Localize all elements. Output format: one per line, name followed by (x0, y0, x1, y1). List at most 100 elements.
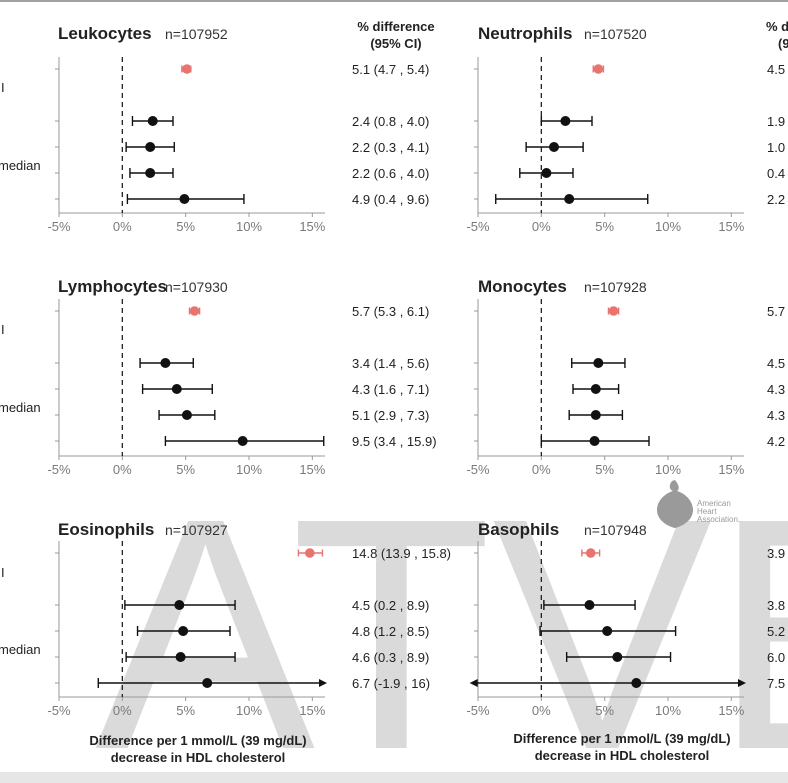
x-axis-label-left-line2: decrease in HDL cholesterol (111, 750, 286, 765)
ci-value-text: 4.9 (0.4 , 9.6) (352, 192, 429, 207)
point-estimate (560, 116, 571, 126)
ci-value-text: 5.7 (5.3 , 6.1) (352, 304, 429, 319)
point-estimate (631, 678, 642, 688)
ci-value-text: 3.8 (767, 598, 785, 613)
point-estimate (584, 600, 595, 610)
ci-value-text: 6.7 (-1.9 , 16) (352, 676, 430, 691)
x-tick-label: 10% (655, 462, 681, 477)
ci-arrow-left (469, 679, 478, 687)
ci-header-line1: % difference (357, 19, 434, 34)
ci-value-text: 4.2 (767, 434, 785, 449)
panel-title: Basophils (478, 520, 559, 539)
x-tick-label: 0% (532, 462, 551, 477)
ci-value-text: 4.5 (0.2 , 8.9) (352, 598, 429, 613)
x-tick-label: 10% (236, 219, 262, 234)
x-tick-label: 5% (595, 219, 614, 234)
x-tick-label: 15% (299, 219, 325, 234)
point-estimate (178, 626, 189, 636)
point-estimate (590, 410, 601, 420)
panel-neutrophils: Neutrophils n=107520 -5% 0% 5% 10% 15% 4.5 1.9 1.… (466, 24, 785, 234)
point-estimate (585, 548, 596, 558)
ci-value-text: 14.8 (13.9 , 15.8) (352, 546, 451, 561)
ci-value-text: 5.7 (767, 304, 785, 319)
x-tick-label: 15% (718, 703, 744, 718)
ci-header-right-line2: (9 (778, 36, 788, 51)
ci-value-text: 4.5 (767, 62, 785, 77)
point-estimate (189, 306, 200, 316)
x-axis-label-right-line2: decrease in HDL cholesterol (535, 748, 710, 763)
panel-title: Monocytes (478, 277, 567, 296)
ci-value-text: 0.4 (767, 166, 785, 181)
point-estimate (145, 168, 156, 178)
point-estimate (147, 116, 158, 126)
panel-n-count: n=107930 (165, 279, 228, 295)
ci-value-text: 9.5 (3.4 , 15.9) (352, 434, 437, 449)
ci-value-text: 4.3 (767, 408, 785, 423)
x-tick-label: 15% (299, 703, 325, 718)
ci-value-text: 3.9 (767, 546, 785, 561)
panel-n-count: n=107948 (584, 522, 647, 538)
row-label-median: median (0, 158, 41, 173)
panel-n-count: n=107952 (165, 26, 228, 42)
x-tick-label: -5% (466, 219, 490, 234)
x-tick-label: 5% (176, 703, 195, 718)
x-tick-label: 10% (236, 462, 262, 477)
point-estimate (590, 384, 601, 394)
panel-title: Lymphocytes (58, 277, 167, 296)
x-tick-label: 15% (718, 462, 744, 477)
point-estimate (608, 306, 619, 316)
ci-header-line2: (95% CI) (370, 36, 421, 51)
panel-monocytes: Monocytes n=107928 -5% 0% 5% 10% 15% 5.7 4.5 4.3 4… (466, 277, 785, 477)
point-estimate (549, 142, 559, 152)
x-tick-label: 0% (113, 219, 132, 234)
ci-value-text: 4.6 (0.3 , 8.9) (352, 650, 429, 665)
ci-value-text: 5.1 (4.7 , 5.4) (352, 62, 429, 77)
x-axis-label-right-line1: Difference per 1 mmol/L (39 mg/dL) (513, 731, 730, 746)
x-tick-label: -5% (47, 703, 71, 718)
x-tick-label: 0% (532, 219, 551, 234)
point-estimate (593, 358, 604, 368)
row-label-i: I (1, 565, 5, 580)
point-estimate (175, 652, 186, 662)
ci-value-text: 2.2 (0.6 , 4.0) (352, 166, 429, 181)
point-estimate (202, 678, 213, 688)
ci-value-text: 7.5 (767, 676, 785, 691)
point-estimate (593, 64, 604, 74)
ci-value-text: 4.3 (767, 382, 785, 397)
x-axis-label-left-line1: Difference per 1 mmol/L (39 mg/dL) (89, 733, 306, 748)
x-tick-label: -5% (466, 462, 490, 477)
ci-value-text: 3.4 (1.4 , 5.6) (352, 356, 429, 371)
ci-value-text: 4.3 (1.6 , 7.1) (352, 382, 429, 397)
point-estimate (541, 168, 552, 178)
x-tick-label: 10% (236, 703, 262, 718)
x-tick-label: 0% (113, 462, 132, 477)
ci-value-text: 5.2 (767, 624, 785, 639)
ci-value-text: 2.2 (0.3 , 4.1) (352, 140, 429, 155)
panel-n-count: n=107928 (584, 279, 647, 295)
point-estimate (181, 410, 192, 420)
x-tick-label: 5% (595, 703, 614, 718)
logo-line-2: Heart (697, 507, 717, 516)
point-estimate (171, 384, 182, 394)
point-estimate (237, 436, 248, 446)
point-estimate (612, 652, 623, 662)
point-estimate (305, 548, 315, 558)
panel-n-count: n=107520 (584, 26, 647, 42)
x-tick-label: 10% (655, 703, 681, 718)
point-estimate (602, 626, 613, 636)
bottom-band (0, 772, 788, 783)
ci-value-text: 2.4 (0.8 , 4.0) (352, 114, 429, 129)
panel-title: Eosinophils (58, 520, 154, 539)
x-tick-label: 10% (655, 219, 681, 234)
point-estimate (160, 358, 171, 368)
point-estimate (564, 194, 575, 204)
ci-value-text: 5.1 (2.9 , 7.3) (352, 408, 429, 423)
ci-value-text: 1.0 (767, 140, 785, 155)
row-label-i: I (1, 322, 5, 337)
x-tick-label: -5% (466, 703, 490, 718)
x-tick-label: 0% (532, 703, 551, 718)
x-tick-label: -5% (47, 219, 71, 234)
panel-eosinophils: Eosinophils n=107927 -5% 0% 5% 10% 15% 14.8 (13… (47, 520, 451, 718)
